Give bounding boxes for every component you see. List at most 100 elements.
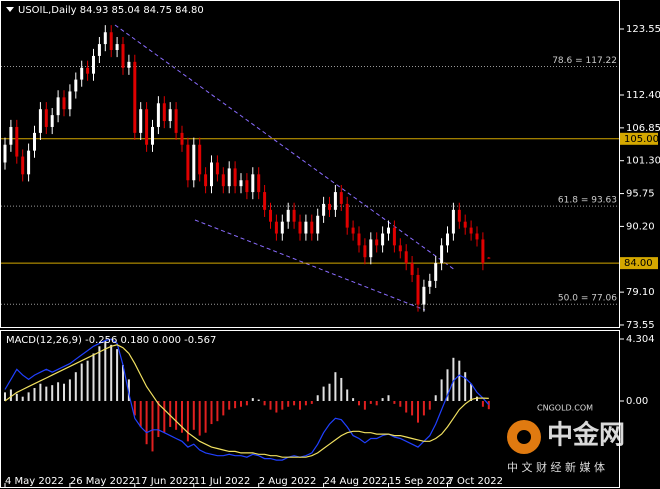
candle-body [310,221,314,234]
candle-body [263,192,267,210]
candle-body [457,209,461,222]
candle-body [257,174,261,193]
macd-bar [387,395,390,402]
candle-body [156,103,160,127]
price-label: 105.00 [624,134,659,145]
macd-bar [210,401,213,425]
macd-bar [358,401,360,406]
macd-bar [133,401,136,416]
macd-bar [80,363,83,402]
candle-body [109,32,113,51]
candle-body [398,245,402,252]
macd-bar [204,401,207,433]
candle-body [192,144,196,181]
macd-line [4,338,490,461]
main-frame [0,0,620,328]
x-tick-label: 17 Jun 2022 [135,476,195,487]
marks [1,25,624,487]
fib-label: 78.6 = 117.22 [552,56,617,66]
candle-body [186,144,190,181]
x-tick-label: 7 Oct 2022 [448,476,503,487]
macd-bar [269,401,272,410]
macd-bar [15,393,18,402]
candle-body [74,79,78,92]
macd-bar [181,401,183,433]
y-tick-label: 112.40 [626,90,660,101]
macd-bar [251,398,254,402]
candle-body [251,174,255,193]
candle-body [198,144,202,175]
watermark-logo-hole [517,430,531,444]
macd-bar [299,401,301,410]
candle-body [463,221,467,228]
macd-bar [476,396,478,402]
macd-bar [145,401,148,445]
candle-body [475,233,479,240]
candle-body [481,239,485,264]
y-tick-label: 95.75 [626,189,655,200]
macd-bar [92,353,95,402]
candle-body [127,61,131,68]
candle-body [168,109,172,122]
macd-bar [440,379,443,402]
macd-bar [422,401,425,416]
y-tick-label: 79.10 [626,287,655,298]
candle-body [210,162,213,187]
macd-bar [216,401,219,422]
macd-bar [340,377,343,402]
macd-bar [464,372,467,402]
macd-bar [110,344,113,402]
y-tick-label: 123.55 [626,24,660,35]
candle-body [80,67,84,80]
y-tick-label: 4.304 [626,334,655,345]
candle-body [233,168,237,187]
candle-body [3,144,7,163]
candle-body [280,221,284,234]
candle-body [174,109,178,133]
candle-body [387,227,390,234]
macd-bar [487,401,490,410]
macd-bar [127,379,130,402]
x-tick-label: 15 Sep 2022 [389,476,452,487]
macd-bar [369,401,372,404]
macd-bar [74,372,77,402]
macd-bar [399,401,402,407]
y-tick-label: 0.00 [626,396,648,407]
candle-body [422,286,426,305]
macd-bar [411,401,414,416]
watermark: 中金网 CNGOLD.COM 中 文 财 经 新 媒 体 [507,404,625,474]
candle-body [239,180,243,187]
candle-body [221,174,225,187]
candle-body [357,233,361,246]
candle-body [227,168,231,187]
candle-body [446,233,449,246]
candle-body [86,67,90,74]
macd-bar [417,401,419,423]
macd-bar [104,340,107,402]
candle-body [369,239,373,258]
macd-bar [470,383,473,402]
candle-body [269,209,272,222]
y-tick-label: 106.85 [626,123,660,134]
candle-body [292,209,296,222]
candle-body [274,221,278,234]
y-tick-label: 90.20 [626,221,655,232]
macd-bar [51,385,54,402]
candle-body [363,245,367,258]
macd-bar [163,401,166,433]
fib-label: 50.0 = 77.06 [558,294,617,304]
candle-body [44,109,48,127]
macd-bar [33,388,36,402]
macd-bar [39,383,42,402]
candle-body [121,44,125,68]
candle-body [27,150,31,175]
macd-bar [175,401,178,430]
macd-bar [139,401,142,427]
macd-bar [234,401,237,409]
candle-body [145,109,149,145]
dropdown-icon [6,7,14,12]
candle-body [33,132,36,151]
macd-bar [21,396,24,402]
candle-body [56,97,60,116]
macd-bar [328,383,331,402]
